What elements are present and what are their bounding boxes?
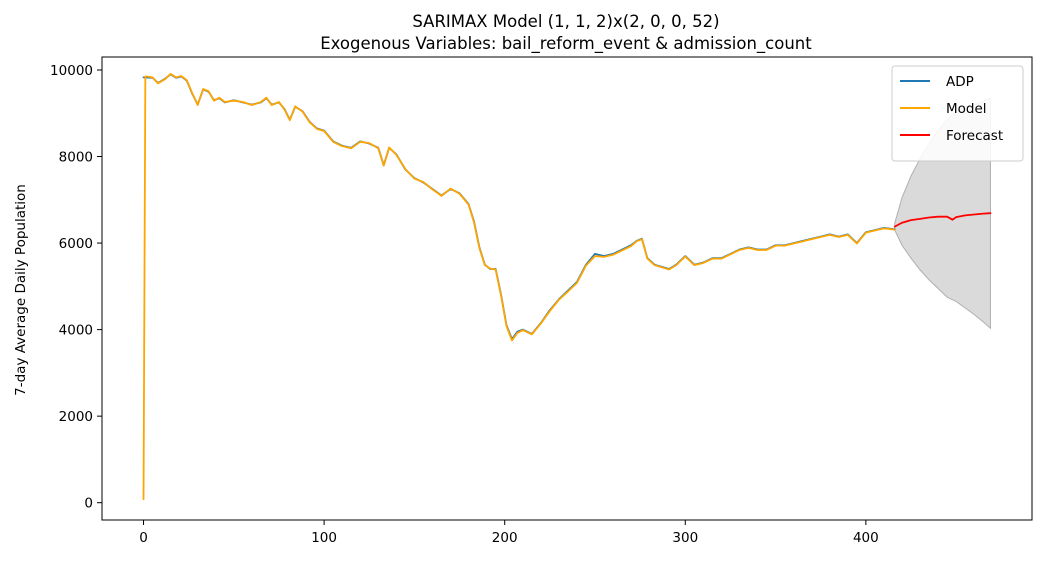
y-tick-label-6000: 6000 <box>59 236 93 252</box>
x-tick-label-200: 200 <box>492 530 518 546</box>
y-tick-label-4000: 4000 <box>59 323 93 339</box>
x-tick-label-400: 400 <box>853 530 879 546</box>
legend-label-model: Model <box>946 101 987 117</box>
y-tick-label-2000: 2000 <box>59 409 93 425</box>
series-line-forecast <box>893 212 992 228</box>
series-line-adp <box>142 73 896 341</box>
x-tick-label-0: 0 <box>139 530 148 546</box>
legend-label-forecast: Forecast <box>946 128 1003 144</box>
chart-title: SARIMAX Model (1, 1, 2)x(2, 0, 0, 52) <box>412 12 719 31</box>
y-tick-label-10000: 10000 <box>50 63 93 79</box>
y-axis-label: 7-day Average Daily Population <box>13 184 29 396</box>
y-tick-label-0: 0 <box>84 496 93 512</box>
y-tick-label-8000: 8000 <box>59 150 93 166</box>
chart-subtitle: Exogenous Variables: bail_reform_event &… <box>320 34 812 54</box>
legend: ADP Model Forecast <box>891 65 1024 162</box>
legend-label-adp: ADP <box>946 74 974 90</box>
series-line-model <box>142 72 896 501</box>
x-tick-label-300: 300 <box>672 530 698 546</box>
x-tick-label-100: 100 <box>311 530 337 546</box>
legend-box <box>891 65 1024 162</box>
plot-frame <box>101 56 1033 521</box>
